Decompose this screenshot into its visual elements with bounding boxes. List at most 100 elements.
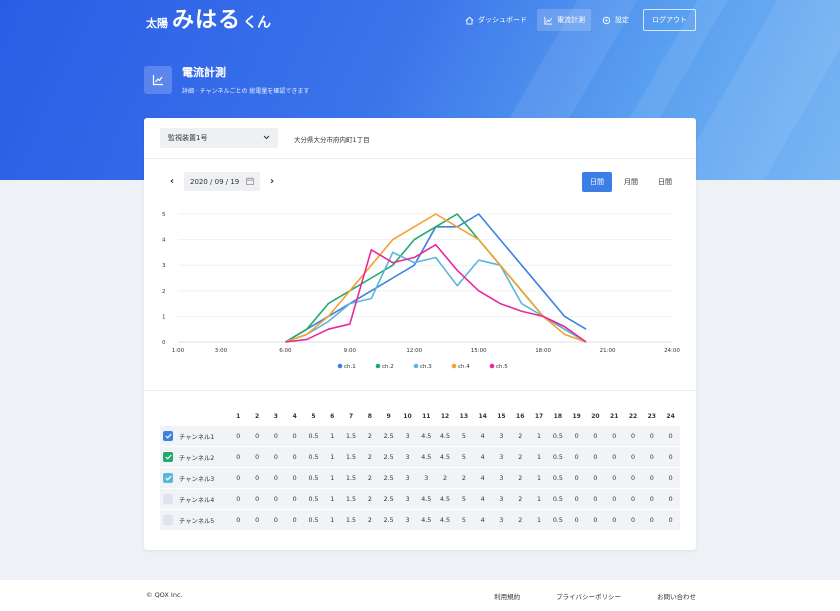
legend-marker — [375, 363, 381, 369]
table-cell: 0 — [668, 474, 673, 482]
date-picker[interactable]: 2020 / 09 / 19 — [184, 172, 260, 191]
logout-button[interactable]: ログアウト — [643, 9, 696, 31]
table-cell: 2 — [367, 516, 372, 524]
column-header: 21 — [610, 412, 619, 420]
table-cell: 2.5 — [383, 474, 394, 482]
table-cell: 3 — [405, 453, 410, 461]
table-cell: 0 — [612, 453, 617, 461]
table-cell: 0 — [612, 495, 617, 503]
table-cell: 2 — [443, 474, 448, 482]
channel-table: 1 2 3 4 5 6 7 8 9 10 11 12 13 14 15 16 17 18 19 20 21 22 23 24 … — [160, 406, 680, 531]
table-cell: 2.5 — [383, 516, 394, 524]
table-cell: 0 — [273, 453, 278, 461]
device-select[interactable]: 監視装置1号 — [160, 128, 278, 148]
table-cell: 1.5 — [346, 453, 357, 461]
nav-dashboard[interactable]: ダッシュボード — [458, 9, 533, 31]
x-tick-label: 6:00 — [279, 348, 292, 354]
page-subtitle: 詳細 · チャンネルごとの 総電量を確認できます — [182, 88, 310, 95]
table-cell: 0 — [255, 495, 260, 503]
next-date-button[interactable]: › — [269, 176, 275, 187]
y-tick-label: 2 — [162, 289, 166, 295]
footer-links: 利用規約 プライバシーポリシー お問い合わせ — [494, 591, 696, 601]
date-navigator: ‹ 2020 / 09 / 19 › — [166, 172, 278, 191]
x-tick-label: 3:00 — [215, 348, 228, 354]
table-cell: 0 — [236, 432, 241, 440]
column-header: 15 — [497, 412, 506, 420]
series-line-ch.1 — [284, 213, 587, 343]
table-cell: 4.5 — [440, 516, 451, 524]
period-monthly-button[interactable]: 月間 — [624, 178, 638, 186]
table-cell: 1 — [330, 516, 335, 524]
table-cell: 0 — [631, 495, 636, 503]
app-logo[interactable]: 太陽 みはる くん — [146, 8, 271, 34]
table-cell: 4.5 — [440, 432, 451, 440]
channel-checkbox[interactable] — [163, 515, 173, 525]
nav-dashboard-label: ダッシュボード — [478, 16, 527, 24]
table-row: チャンネル2 0 0 0 0 0.5 1 1.5 2 2.5 3 4.5 4.5 5 4 3 2 1 0.5 0 0 0 0… — [160, 447, 680, 467]
table-cell: 2 — [518, 516, 523, 524]
table-cell: 4 — [480, 453, 485, 461]
column-header: 8 — [367, 412, 372, 420]
period-yearly-button[interactable]: 日間 — [658, 178, 672, 186]
channel-label: チャンネル1 — [179, 433, 215, 441]
channel-checkbox[interactable] — [163, 494, 173, 504]
table-cell: 0 — [612, 474, 617, 482]
channel-checkbox[interactable] — [163, 431, 173, 441]
x-tick-label: 1:00 — [172, 348, 185, 354]
prev-date-button[interactable]: ‹ — [169, 176, 175, 187]
table-cell: 4.5 — [421, 432, 432, 440]
table-cell: 0 — [574, 453, 579, 461]
series-line-ch.4 — [285, 213, 587, 343]
column-header: 16 — [516, 412, 525, 420]
channel-checkbox[interactable] — [163, 452, 173, 462]
table-cell: 4.5 — [440, 495, 451, 503]
column-header: 17 — [534, 412, 544, 420]
chevron-down-icon — [263, 134, 270, 142]
channel-label: チャンネル4 — [179, 496, 215, 504]
channel-checkbox[interactable] — [163, 473, 173, 483]
table-cell: 3 — [424, 474, 429, 482]
logo-suffix: くん — [243, 15, 272, 31]
table-cell: 5 — [461, 495, 466, 503]
table-cell: 2 — [367, 453, 372, 461]
x-tick-label: 9:00 — [344, 348, 357, 354]
table-cell: 2 — [518, 495, 523, 503]
table-cell: 0 — [273, 516, 278, 524]
copyright: © QOX Inc. — [146, 591, 183, 599]
table-cell: 4.5 — [421, 516, 432, 524]
column-header: 7 — [348, 412, 354, 420]
table-cell: 0 — [668, 432, 673, 440]
legend-label: ch.5 — [496, 364, 508, 370]
column-header: 2 — [254, 412, 260, 420]
x-tick-label: 15:00 — [471, 348, 487, 354]
table-row: チャンネル3 0 0 0 0 0.5 1 1.5 2 2.5 3 3 2 2 4 3 2 1 0.5 0 0 0 0 0 0 — [160, 468, 680, 488]
table-cell: 1.5 — [346, 432, 357, 440]
x-tick-label: 21:00 — [600, 348, 616, 354]
table-cell: 0 — [649, 432, 654, 440]
table-cell: 5 — [461, 516, 466, 524]
privacy-link[interactable]: プライバシーポリシー — [556, 593, 621, 601]
period-daily-button[interactable]: 日間 — [582, 172, 612, 192]
nav-settings-label: 設定 — [615, 16, 629, 24]
column-header: 4 — [292, 412, 297, 420]
table-cell: 1.5 — [346, 474, 357, 482]
table-cell: 3 — [499, 516, 504, 524]
table-row: チャンネル4 0 0 0 0 0.5 1 1.5 2 2.5 3 4.5 4.5 5 4 3 2 1 0.5 0 0 0 0… — [160, 489, 680, 509]
table-cell: 4 — [480, 432, 485, 440]
table-cell: 0 — [255, 516, 260, 524]
table-cell: 2 — [518, 453, 523, 461]
period-toggle: 日間 月間 日間 — [582, 172, 680, 192]
table-cell: 1 — [537, 516, 542, 524]
nav-settings[interactable]: 設定 — [595, 9, 635, 31]
contact-link[interactable]: お問い合わせ — [657, 593, 696, 601]
table-cell: 0 — [631, 432, 636, 440]
measurement-card: 監視装置1号 大分県大分市府内町1丁目 ‹ 2020 / 09 / 19 › 日… — [144, 118, 696, 550]
table-cell: 0.5 — [552, 516, 563, 524]
terms-link[interactable]: 利用規約 — [494, 593, 521, 601]
nav-current-measure[interactable]: 電流計測 — [537, 9, 591, 31]
table-cell: 1 — [330, 474, 335, 482]
x-tick-label: 12:00 — [406, 348, 422, 354]
table-cell: 1 — [330, 453, 335, 461]
table-cell: 0 — [255, 474, 260, 482]
table-cell: 3 — [405, 474, 410, 482]
